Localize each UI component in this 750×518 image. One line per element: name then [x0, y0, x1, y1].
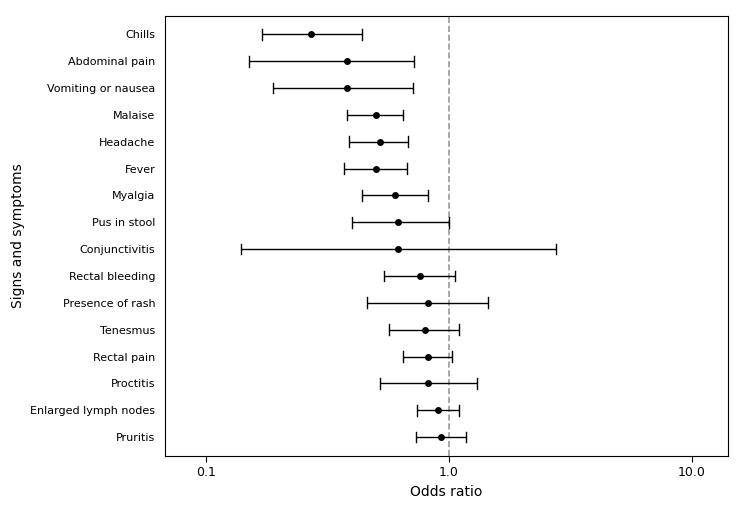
- Y-axis label: Signs and symptoms: Signs and symptoms: [10, 163, 25, 308]
- X-axis label: Odds ratio: Odds ratio: [410, 485, 482, 499]
